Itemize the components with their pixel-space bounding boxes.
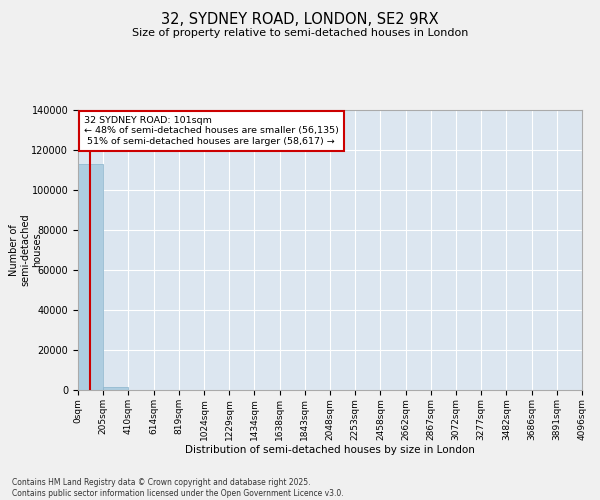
Bar — [78, 164, 103, 390]
Y-axis label: Number of
semi-detached
houses: Number of semi-detached houses — [9, 214, 43, 286]
Bar — [103, 386, 128, 390]
Text: Size of property relative to semi-detached houses in London: Size of property relative to semi-detach… — [132, 28, 468, 38]
X-axis label: Distribution of semi-detached houses by size in London: Distribution of semi-detached houses by … — [185, 446, 475, 456]
Text: 32 SYDNEY ROAD: 101sqm
← 48% of semi-detached houses are smaller (56,135)
 51% o: 32 SYDNEY ROAD: 101sqm ← 48% of semi-det… — [84, 116, 339, 146]
Text: 32, SYDNEY ROAD, LONDON, SE2 9RX: 32, SYDNEY ROAD, LONDON, SE2 9RX — [161, 12, 439, 28]
Text: Contains HM Land Registry data © Crown copyright and database right 2025.
Contai: Contains HM Land Registry data © Crown c… — [12, 478, 344, 498]
